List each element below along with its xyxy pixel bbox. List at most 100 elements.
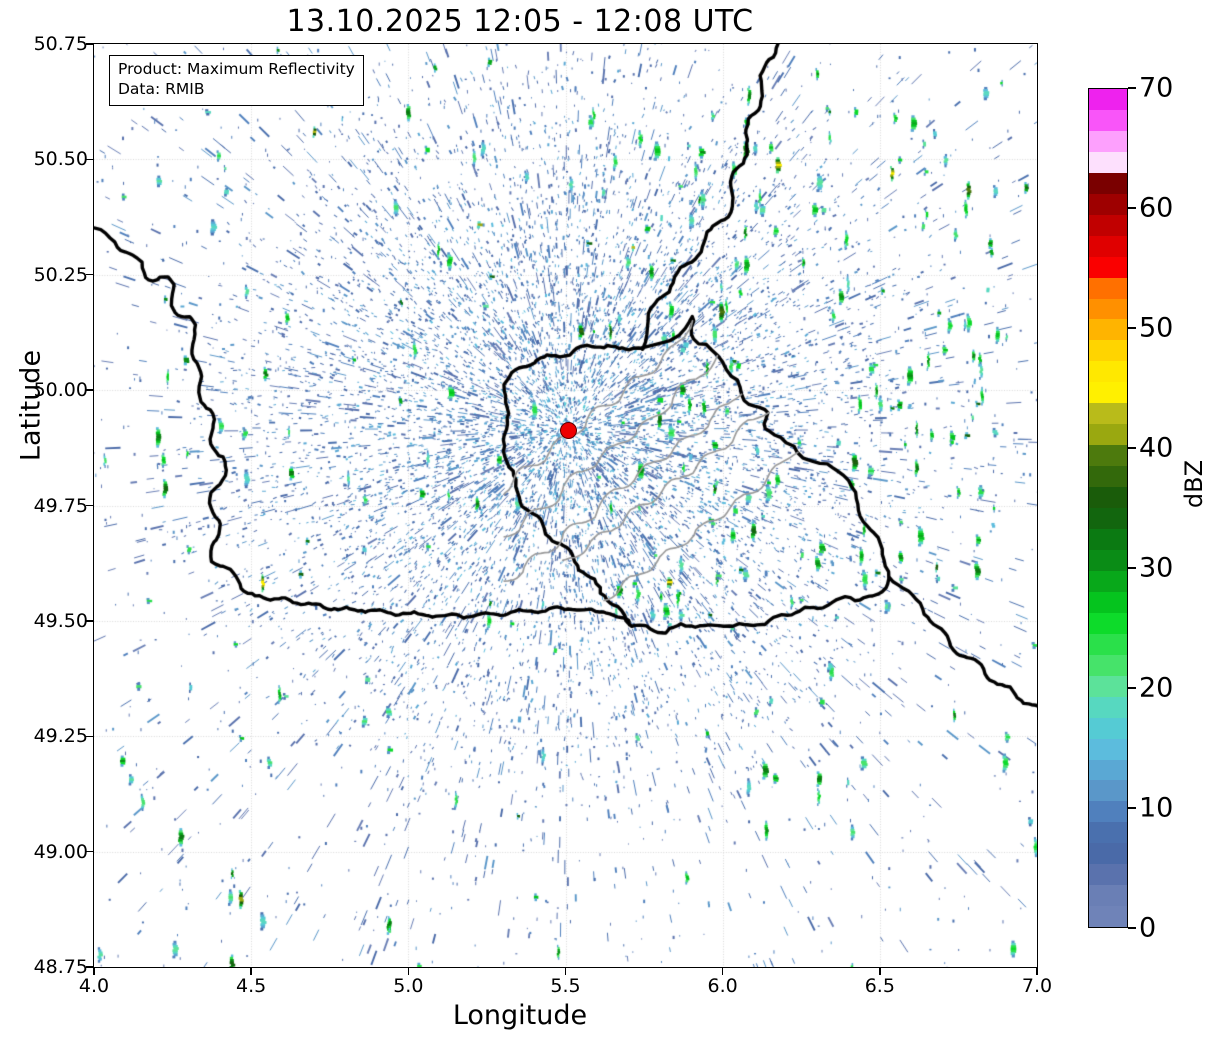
product-info-box: Product: Maximum Reflectivity Data: RMIB (109, 55, 364, 106)
y-tick-mark-7 (86, 850, 93, 853)
x-tick-mark-3 (564, 968, 567, 975)
colorbar-band-36 (1089, 843, 1127, 865)
y-tick-mark-2 (86, 274, 93, 276)
colorbar-band-37 (1089, 864, 1127, 886)
y-tick-label-0: 50.75 (33, 33, 88, 55)
colorbar-band-10 (1089, 298, 1127, 320)
colorbar-band-9 (1089, 277, 1127, 299)
y-tick-label-7: 49.00 (33, 840, 88, 863)
x-tick-mark-0 (93, 968, 95, 975)
x-tick-label-4: 6.0 (707, 975, 738, 997)
colorbar-band-3 (1089, 151, 1127, 173)
colorbar-band-8 (1089, 256, 1127, 278)
radar-plot-area[interactable]: Product: Maximum Reflectivity Data: RMIB (93, 43, 1038, 968)
colorbar-tick-mark-0 (1128, 87, 1136, 89)
colorbar-tick-label-4: 30 (1139, 552, 1174, 584)
x-tick-label-3: 5.5 (550, 975, 581, 997)
colorbar-band-27 (1089, 654, 1127, 676)
colorbar-band-30 (1089, 717, 1127, 739)
x-tick-label-6: 7.0 (1021, 975, 1053, 997)
colorbar-band-28 (1089, 675, 1127, 697)
y-tick-label-3: 50.00 (33, 379, 88, 402)
colorbar-band-23 (1089, 570, 1127, 592)
colorbar-band-31 (1089, 738, 1127, 760)
reflectivity-colorbar[interactable] (1088, 88, 1128, 928)
colorbar-tick-label-6: 10 (1139, 792, 1174, 824)
page-title: 13.10.2025 12:05 - 12:08 UTC (286, 4, 754, 39)
colorbar-tick-label-2: 50 (1139, 312, 1174, 344)
y-tick-mark-0 (86, 43, 93, 45)
colorbar-band-11 (1089, 319, 1127, 341)
colorbar-tick-mark-7 (1128, 927, 1136, 929)
colorbar-title: dBZ (1180, 459, 1208, 509)
colorbar-band-20 (1089, 508, 1127, 530)
colorbar-tick-label-3: 40 (1139, 432, 1174, 464)
y-tick-mark-5 (86, 620, 93, 622)
colorbar-band-4 (1089, 172, 1127, 194)
colorbar-band-25 (1089, 612, 1127, 634)
y-tick-mark-8 (86, 966, 93, 968)
colorbar-tick-mark-4 (1128, 567, 1136, 569)
x-tick-label-1: 4.5 (236, 975, 267, 997)
x-tick-mark-4 (721, 968, 724, 975)
colorbar-tick-mark-2 (1128, 327, 1136, 329)
x-axis-title: Longitude (452, 1000, 588, 1031)
colorbar-tick-label-5: 20 (1139, 672, 1174, 704)
colorbar-band-7 (1089, 235, 1127, 257)
y-tick-mark-3 (86, 389, 93, 391)
colorbar-band-34 (1089, 801, 1127, 823)
x-tick-label-0: 4.0 (78, 975, 110, 997)
colorbar-tick-label-1: 60 (1139, 192, 1174, 224)
colorbar-band-17 (1089, 445, 1127, 467)
colorbar-band-22 (1089, 549, 1127, 571)
map-borders-layer (94, 44, 1037, 967)
colorbar-band-13 (1089, 361, 1127, 383)
y-tick-mark-4 (86, 504, 93, 507)
colorbar-band-21 (1089, 529, 1127, 550)
colorbar-tick-mark-3 (1128, 447, 1136, 449)
x-tick-label-5: 6.5 (864, 975, 895, 997)
colorbar-band-6 (1089, 214, 1127, 236)
colorbar-tick-label-0: 70 (1139, 72, 1174, 104)
radar-station-marker[interactable] (559, 421, 577, 439)
y-tick-label-5: 49.50 (33, 609, 88, 632)
x-tick-mark-1 (250, 968, 252, 975)
x-tick-mark-5 (879, 968, 881, 975)
colorbar-band-35 (1089, 822, 1127, 844)
colorbar-band-16 (1089, 424, 1127, 446)
colorbar-band-12 (1089, 340, 1127, 362)
y-tick-mark-1 (86, 158, 93, 161)
y-tick-mark-6 (86, 735, 93, 737)
x-tick-label-2: 5.0 (393, 975, 424, 997)
plot-canvas-wrap (94, 44, 1037, 967)
x-tick-mark-6 (1036, 968, 1038, 975)
colorbar-band-33 (1089, 780, 1127, 802)
y-tick-label-8: 48.75 (33, 956, 88, 978)
colorbar-band-38 (1089, 885, 1127, 907)
colorbar-tick-mark-6 (1128, 807, 1136, 809)
y-tick-label-1: 50.50 (33, 148, 88, 171)
colorbar-band-39 (1089, 906, 1127, 928)
colorbar-band-24 (1089, 591, 1127, 613)
colorbar-band-32 (1089, 759, 1127, 781)
y-tick-label-2: 50.25 (33, 263, 88, 286)
colorbar-band-29 (1089, 696, 1127, 718)
colorbar-tick-mark-5 (1128, 687, 1136, 689)
info-data-line: Data: RMIB (118, 79, 205, 98)
y-tick-label-6: 49.25 (33, 725, 88, 748)
colorbar-tick-label-7: 0 (1139, 912, 1157, 944)
colorbar-band-14 (1089, 382, 1127, 404)
y-axis-title: Latitude (15, 349, 47, 462)
colorbar-band-18 (1089, 466, 1127, 488)
colorbar-band-19 (1089, 487, 1127, 509)
colorbar-band-1 (1089, 109, 1127, 131)
colorbar-tick-mark-1 (1128, 207, 1136, 209)
colorbar-band-5 (1089, 193, 1127, 215)
colorbar-band-2 (1089, 130, 1127, 152)
colorbar-band-0 (1089, 89, 1127, 110)
x-tick-mark-2 (407, 968, 410, 975)
y-tick-label-4: 49.75 (33, 494, 88, 517)
colorbar-band-15 (1089, 403, 1127, 425)
colorbar-band-26 (1089, 633, 1127, 655)
info-product-line: Product: Maximum Reflectivity (118, 60, 355, 78)
